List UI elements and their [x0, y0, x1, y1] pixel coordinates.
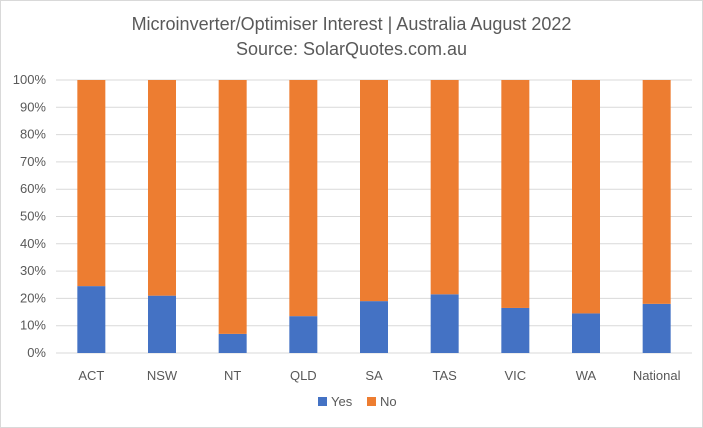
y-tick-label: 80% — [20, 127, 46, 142]
legend-swatch-yes — [318, 397, 327, 406]
bar-yes-nt — [218, 333, 247, 353]
legend-swatch-no — [367, 397, 376, 406]
bar-no-wa — [572, 80, 600, 314]
bars — [77, 80, 671, 353]
x-tick-label: SA — [365, 368, 383, 383]
y-tick-label: 70% — [20, 154, 46, 169]
y-tick-label: 90% — [20, 99, 46, 114]
y-tick-label: 40% — [20, 236, 46, 251]
y-tick-label: 100% — [13, 72, 47, 87]
bar-yes-act — [77, 286, 106, 353]
x-axis: ACT NSW NT QLD SA TAS VIC WA National — [78, 368, 680, 383]
bar-yes-wa — [572, 313, 600, 353]
x-tick-label: QLD — [290, 368, 317, 383]
bar-no-national — [642, 80, 671, 304]
chart-subtitle: Source: SolarQuotes.com.au — [235, 39, 468, 59]
legend-label-no: No — [380, 394, 397, 409]
bar-no-qld — [289, 80, 318, 317]
x-tick-label: National — [633, 368, 681, 383]
x-tick-label: ACT — [78, 368, 104, 383]
legend-label-yes: Yes — [331, 394, 353, 409]
chart-title: Microinverter/Optimiser Interest | Austr… — [131, 14, 572, 34]
bar-yes-nsw — [148, 295, 176, 353]
y-tick-label: 0% — [27, 345, 46, 360]
x-tick-label: NSW — [147, 368, 178, 383]
x-tick-label: TAS — [433, 368, 458, 383]
x-tick-label: NT — [224, 368, 241, 383]
bar-yes-qld — [289, 316, 318, 353]
bar-no-vic — [501, 80, 530, 308]
y-tick-label: 20% — [20, 290, 46, 305]
bar-no-nsw — [148, 80, 176, 296]
bar-no-tas — [430, 80, 459, 295]
legend: Yes No — [318, 394, 397, 409]
bar-yes-national — [642, 303, 671, 353]
bar-no-sa — [360, 80, 388, 302]
y-axis: 0% 10% 20% 30% 40% 50% 60% 70% 80% 90% 100% — [13, 72, 47, 360]
y-tick-label: 30% — [20, 263, 46, 278]
bar-no-nt — [218, 80, 247, 334]
y-tick-label: 60% — [20, 181, 46, 196]
x-tick-label: WA — [576, 368, 597, 383]
bar-yes-sa — [360, 301, 388, 353]
bar-yes-tas — [430, 294, 459, 353]
x-tick-label: VIC — [504, 368, 526, 383]
bar-no-act — [77, 80, 106, 287]
y-tick-label: 10% — [20, 318, 46, 333]
y-tick-label: 50% — [20, 209, 46, 224]
bar-yes-vic — [501, 307, 530, 353]
